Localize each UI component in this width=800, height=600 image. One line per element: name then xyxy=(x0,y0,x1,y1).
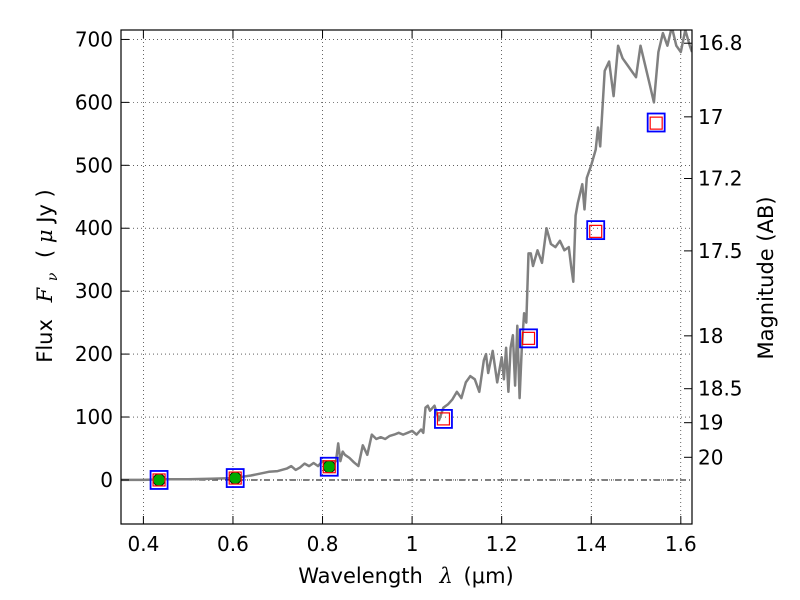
filter-box xyxy=(519,328,538,349)
y-axis-label-main: Flux xyxy=(33,319,57,363)
y-tick-label: 200 xyxy=(75,342,113,366)
x-axis-label-main: Wavelength xyxy=(298,564,423,588)
y2-tick-label: 17.2 xyxy=(698,167,743,191)
spectrum-line xyxy=(121,30,692,482)
y-tick-label: 600 xyxy=(75,90,113,114)
x-tick-label: 0.6 xyxy=(217,532,249,556)
y-tick-label: 700 xyxy=(75,27,113,51)
y2-tick-label: 18 xyxy=(698,324,723,348)
x-tick-label: 1.2 xyxy=(486,532,518,556)
filter-box xyxy=(319,456,339,477)
y-tick-label: 400 xyxy=(75,216,113,240)
x-axis-label-symbol: λ xyxy=(439,564,453,588)
filter-box xyxy=(646,112,666,133)
model-point xyxy=(228,471,242,485)
y2-tick-label: 17 xyxy=(698,105,723,129)
y-tick-label: 100 xyxy=(75,405,113,429)
plot-area xyxy=(121,30,692,490)
y-tick-label: 500 xyxy=(75,153,113,177)
y2-tick-label: 20 xyxy=(698,445,723,469)
y-axis-label: Flux F ν ( μ Jy ) xyxy=(33,189,62,363)
y2-tick-label: 18.5 xyxy=(698,377,743,401)
y-axis-label-subscript: ν xyxy=(45,272,61,281)
x-tick-label: 1 xyxy=(406,532,419,556)
x-tick-label: 0.8 xyxy=(307,532,339,556)
model-point xyxy=(152,473,166,487)
y2-tick-label: 16.8 xyxy=(698,31,743,55)
filter-box xyxy=(586,220,606,241)
tick-marks xyxy=(121,30,692,524)
y2-tick-label: 19 xyxy=(698,411,723,435)
photometry-point xyxy=(322,460,336,474)
filter-box xyxy=(225,468,245,488)
plot-frame xyxy=(120,29,693,525)
filter-box xyxy=(149,470,169,490)
model-point xyxy=(521,331,536,345)
y-axis-label-unit-mu: μ xyxy=(33,229,57,243)
y-tick-label: 0 xyxy=(100,468,113,492)
y-tick-label: 300 xyxy=(75,279,113,303)
filter-box xyxy=(434,409,453,429)
x-axis-label: Wavelength λ (μm) xyxy=(298,564,513,588)
y-axis-label-unit-rest: Jy ) xyxy=(33,189,57,225)
y2-tick-label: 17.5 xyxy=(698,239,743,263)
model-point xyxy=(322,460,336,474)
model-point xyxy=(589,224,603,238)
x-tick-label: 1.4 xyxy=(575,532,607,556)
y-axis-label-unit-open: ( xyxy=(33,243,57,258)
x-tick-label: 1.6 xyxy=(665,532,697,556)
model-point xyxy=(436,412,451,426)
model-point xyxy=(649,116,663,130)
tick-labels: 0.4 0.6 0.8 1 1.2 1.4 1.6 0 100 200 300 400 500 600 70… xyxy=(75,27,743,556)
y2-axis-label: Magnitude (AB) xyxy=(754,196,778,359)
photometry-point xyxy=(152,473,166,487)
photometry-point xyxy=(228,471,242,485)
y-axis-label-symbol: F xyxy=(33,286,57,303)
x-axis-label-unit: (μm) xyxy=(464,564,514,588)
x-tick-label: 0.4 xyxy=(127,532,159,556)
grid xyxy=(121,30,692,524)
